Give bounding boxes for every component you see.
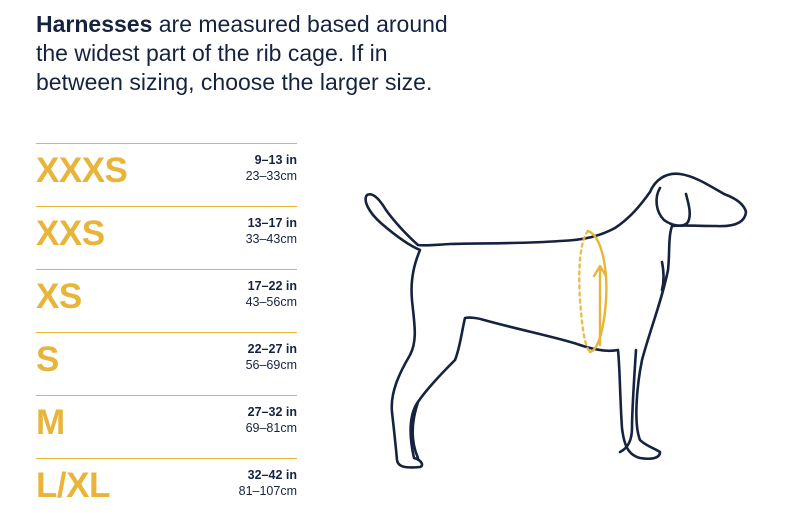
- rib-cage-measurement-back: [578, 229, 592, 354]
- dog-neck: [660, 260, 665, 292]
- size-inches: 13–17 in: [247, 216, 297, 230]
- size-centimeters: 81–107cm: [238, 484, 297, 498]
- intro-description: are measured based around the widest par…: [36, 11, 448, 95]
- size-measurements: 22–27 in 56–69cm: [246, 341, 297, 373]
- dog-body-outline: [364, 172, 748, 469]
- size-row-s: S 22–27 in 56–69cm: [36, 332, 297, 395]
- size-row-xxxs: XXXS 9–13 in 23–33cm: [36, 143, 297, 206]
- size-inches: 17–22 in: [247, 279, 297, 293]
- size-row-m: M 27–32 in 69–81cm: [36, 395, 297, 458]
- size-measurements: 13–17 in 33–43cm: [246, 215, 297, 247]
- size-inches: 27–32 in: [247, 405, 297, 419]
- size-inches: 9–13 in: [254, 153, 297, 167]
- size-label: M: [36, 403, 65, 442]
- size-row-xs: XS 17–22 in 43–56cm: [36, 269, 297, 332]
- size-label: L/XL: [36, 466, 110, 505]
- size-measurements: 32–42 in 81–107cm: [239, 467, 297, 499]
- size-centimeters: 69–81cm: [245, 421, 297, 435]
- size-label: XXXS: [36, 151, 128, 190]
- size-measurements: 9–13 in 23–33cm: [246, 152, 297, 184]
- size-centimeters: 43–56cm: [245, 295, 297, 309]
- size-row-lxl: L/XL 32–42 in 81–107cm: [36, 458, 297, 521]
- intro-bold-term: Harnesses: [36, 11, 153, 37]
- size-centimeters: 33–43cm: [245, 232, 297, 246]
- rib-cage-measurement-icon: [586, 229, 608, 354]
- size-label: XS: [36, 277, 82, 316]
- size-inches: 32–42 in: [247, 468, 297, 482]
- size-centimeters: 23–33cm: [245, 169, 297, 183]
- dog-hind-leg: [411, 400, 420, 460]
- arrow-head-icon: [592, 264, 608, 278]
- size-label: S: [36, 340, 59, 379]
- intro-text: Harnesses are measured based around the …: [36, 10, 456, 97]
- dog-front-leg: [618, 348, 638, 454]
- size-label: XXS: [36, 214, 105, 253]
- size-inches: 22–27 in: [247, 342, 297, 356]
- size-row-xxs: XXS 13–17 in 33–43cm: [36, 206, 297, 269]
- size-measurements: 27–32 in 69–81cm: [246, 404, 297, 436]
- size-chart: XXXS 9–13 in 23–33cm XXS 13–17 in 33–43c…: [36, 143, 297, 521]
- dog-outline-icon: [364, 172, 748, 469]
- dog-ear: [655, 186, 691, 227]
- size-measurements: 17–22 in 43–56cm: [246, 278, 297, 310]
- size-centimeters: 56–69cm: [245, 358, 297, 372]
